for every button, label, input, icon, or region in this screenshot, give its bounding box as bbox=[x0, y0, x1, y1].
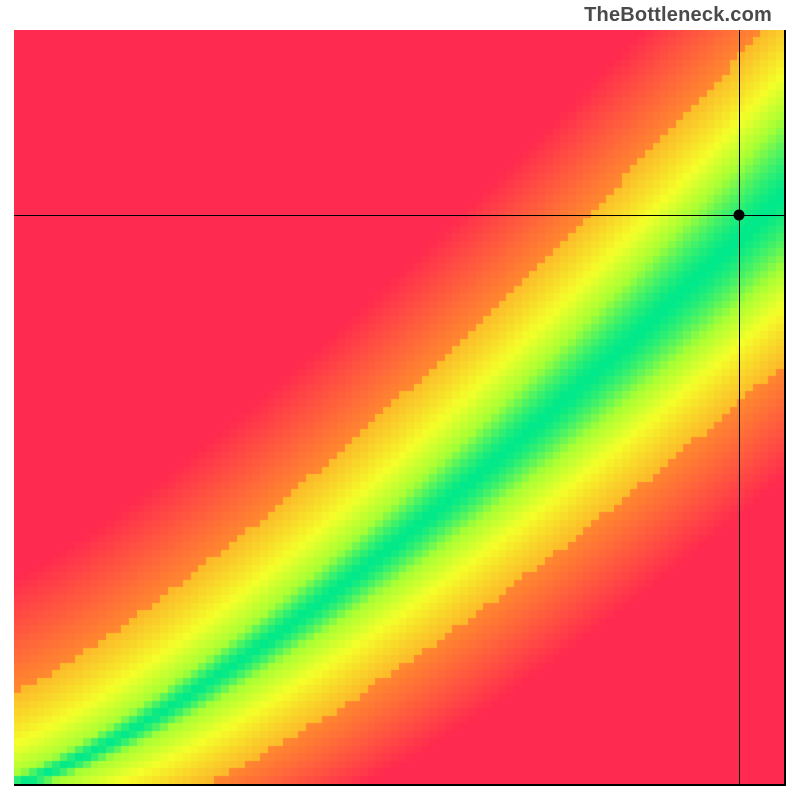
watermark-text: TheBottleneck.com bbox=[584, 4, 772, 27]
crosshair-horizontal bbox=[14, 215, 784, 216]
crosshair-marker-dot bbox=[733, 209, 744, 220]
plot-frame-border bbox=[14, 30, 786, 786]
crosshair-vertical bbox=[739, 30, 740, 784]
